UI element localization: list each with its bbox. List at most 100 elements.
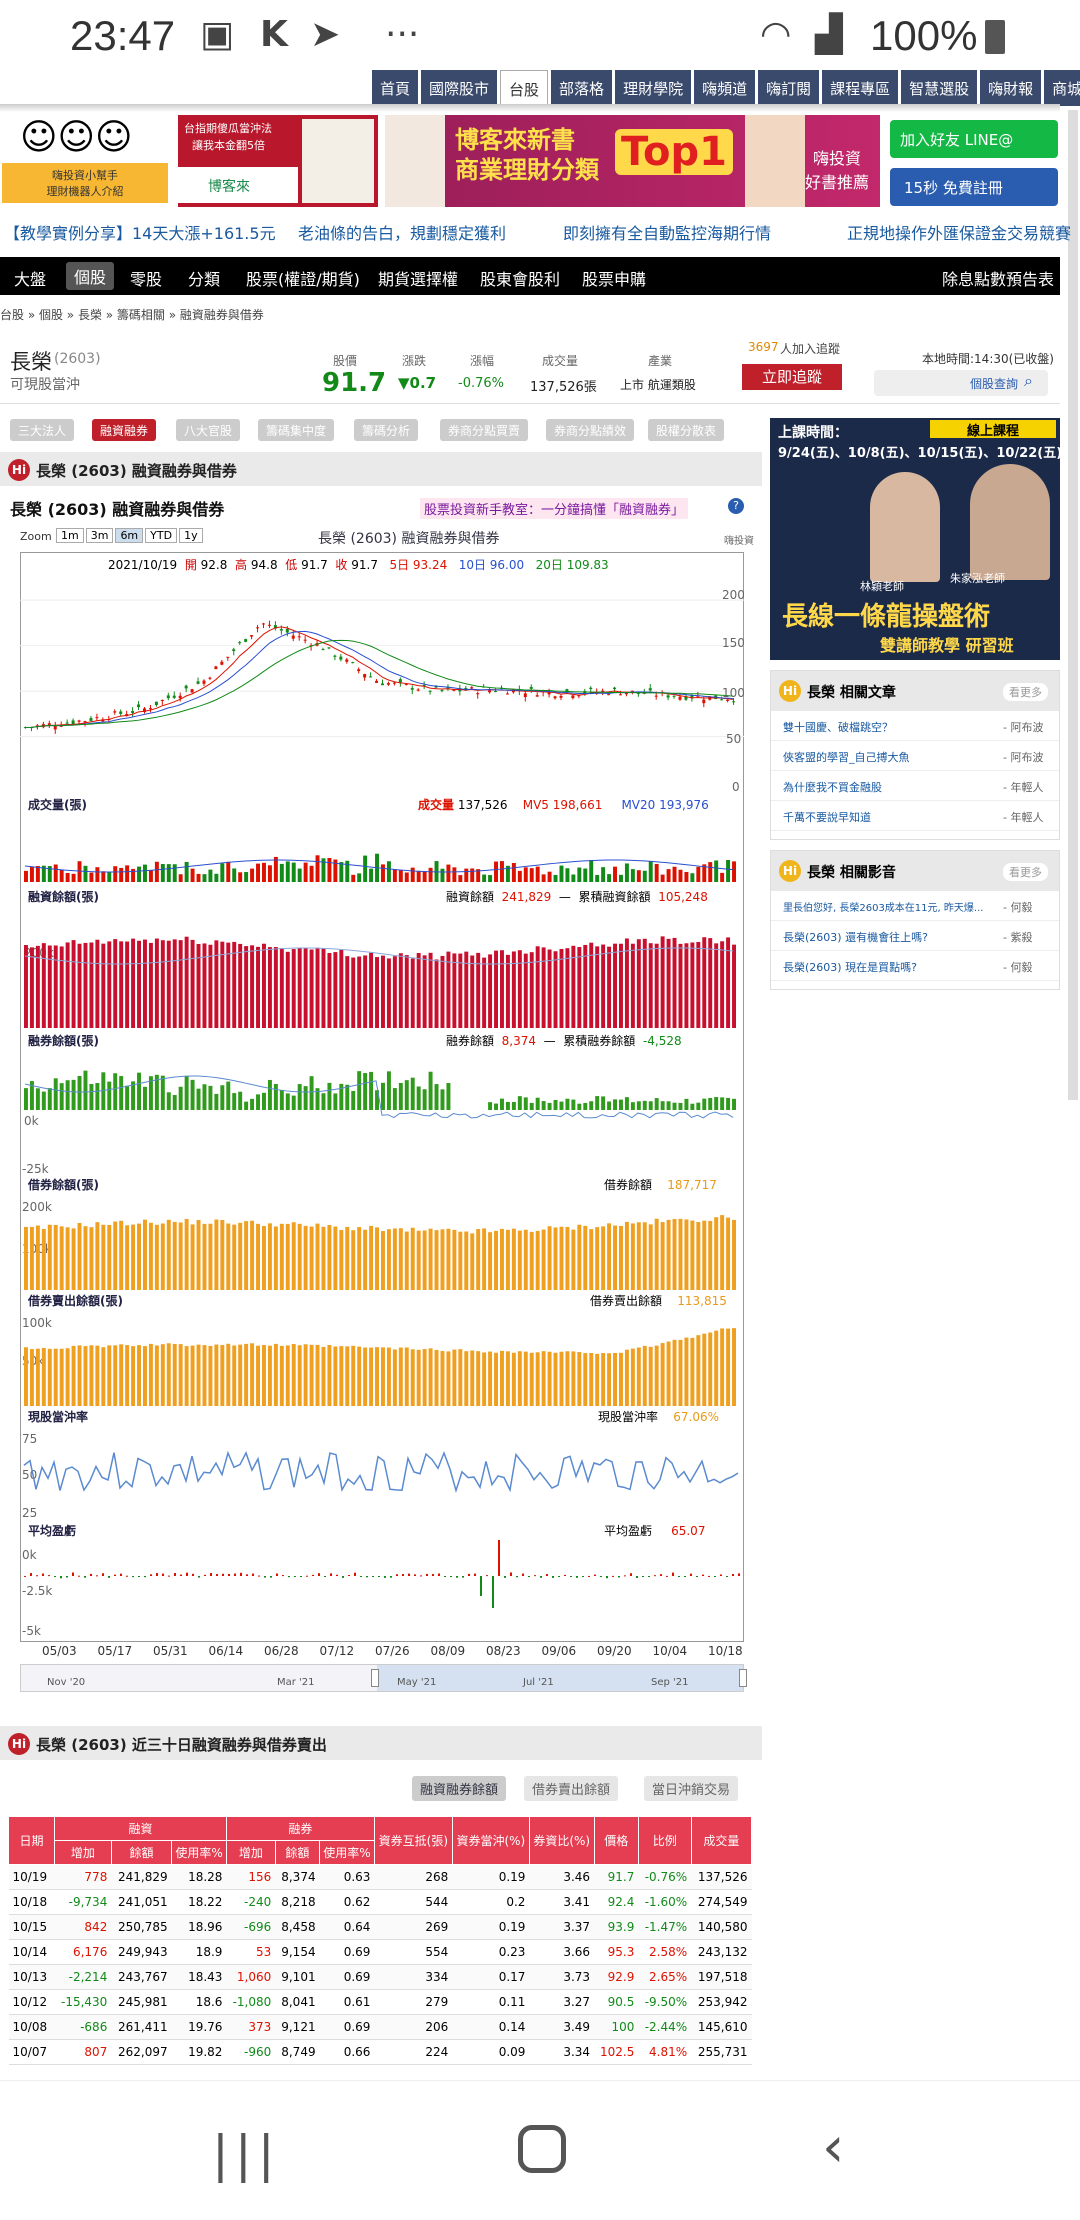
- banner-book1-line2: 讓我本金翻5倍: [192, 139, 265, 152]
- navigator-handle-right[interactable]: [739, 1669, 747, 1687]
- volume-chart[interactable]: [20, 810, 744, 886]
- short-bar: [410, 1077, 415, 1110]
- topnav-item[interactable]: 部落格: [551, 70, 613, 106]
- lendsell-bar: [529, 1352, 534, 1406]
- th-offset: 資券互抵(張): [373, 1816, 453, 1865]
- market-nav-item[interactable]: 分類: [188, 270, 221, 289]
- ticker-link[interactable]: 正規地操作外匯保證金交易競賽: [847, 224, 1072, 243]
- scrollbar[interactable]: [1068, 110, 1078, 1100]
- promo-link[interactable]: 股票投資新手教室：一分鐘搞懂「融資融券」: [420, 498, 689, 519]
- video-title[interactable]: 里長伯您好, 長榮2603成本在11元, 昨天爆...: [783, 903, 984, 914]
- topnav-item[interactable]: 嗨財報: [980, 70, 1042, 106]
- banner-robot[interactable]: ☺☺☺ 嗨投資小幫手 理財機器人介紹: [0, 115, 170, 207]
- article-title[interactable]: 為什麼我不買金融股: [783, 781, 882, 794]
- volume-bar: [303, 862, 308, 882]
- zoom-ytd[interactable]: YTD: [145, 528, 178, 543]
- article-item[interactable]: 為什麼我不買金融股 - 年輕人: [771, 771, 1059, 801]
- home-icon[interactable]: [518, 2125, 566, 2173]
- lendsell-bar: [250, 1343, 255, 1406]
- ticker-link[interactable]: 【教學實例分享】14天大漲+161.5元: [4, 224, 276, 243]
- avg-bar: [474, 1573, 476, 1576]
- lend-bar: [678, 1218, 683, 1290]
- course-ad[interactable]: 上課時間： 線上課程 9/24(五)、10/8(五)、10/15(五)、10/2…: [770, 418, 1062, 660]
- topnav-item[interactable]: 理財學院: [615, 70, 692, 106]
- zoom-3m[interactable]: 3m: [85, 528, 114, 543]
- stock-search-input[interactable]: 個股查詢 ⌕: [874, 370, 1048, 396]
- lend-legend: 借券餘額 187,717: [604, 1176, 717, 1193]
- tab-lend-sell-balance[interactable]: 借券賣出餘額: [524, 1776, 619, 1801]
- breadcrumb[interactable]: 台股 » 個股 » 長榮 » 籌碼相關 » 融資融券與借券: [0, 308, 264, 322]
- article-title[interactable]: 俠客盟的學習_自己搏大魚: [783, 751, 910, 764]
- volume-bar: [422, 871, 427, 882]
- volume-bar: [345, 860, 350, 882]
- market-nav-item[interactable]: 股東會股利: [480, 270, 561, 289]
- market-nav-item[interactable]: 零股: [130, 270, 163, 289]
- topnav-item[interactable]: 國際股市: [421, 70, 498, 106]
- lendsell-bar: [327, 1345, 332, 1406]
- tab-institutional[interactable]: 三大法人: [10, 419, 75, 441]
- zoom-1y[interactable]: 1y: [179, 528, 203, 543]
- video-title[interactable]: 長榮(2603) 還有機會往上嗎?: [783, 931, 928, 944]
- article-item[interactable]: 千萬不要說早知道 - 年輕人: [771, 801, 1059, 831]
- topnav-item[interactable]: 嗨頻道: [694, 70, 756, 106]
- market-nav-item[interactable]: 除息點數預告表: [942, 270, 1055, 289]
- price-chart[interactable]: [20, 572, 744, 792]
- tab-day-trade[interactable]: 當日沖銷交易: [644, 1776, 739, 1801]
- tab-concentration[interactable]: 籌碼集中度: [258, 419, 335, 441]
- market-nav-item[interactable]: 股票(權證/期貨): [246, 270, 360, 289]
- market-nav-item[interactable]: 大盤: [14, 270, 47, 289]
- follow-button[interactable]: 立即追蹤: [742, 364, 842, 390]
- tab-shareholding[interactable]: 股權分散表: [648, 419, 725, 441]
- lendsell-bar: [262, 1345, 266, 1406]
- article-item[interactable]: 雙十國慶、破檔跳空？ - 阿布波: [771, 711, 1059, 741]
- video-item[interactable]: 長榮(2603) 還有機會往上嗎? - 紫殺: [771, 921, 1059, 951]
- ticker-link[interactable]: 老油條的告白，規劃穩定獲利: [298, 224, 507, 243]
- topnav-item[interactable]: 嗨訂閱: [758, 70, 820, 106]
- topnav-item[interactable]: 首頁: [372, 70, 419, 106]
- lend-chart[interactable]: [20, 1192, 744, 1292]
- market-nav-item[interactable]: 期貨選擇權: [378, 270, 459, 289]
- topnav-item-active[interactable]: 台股: [500, 70, 549, 106]
- table-cell: -0.76%: [638, 1864, 692, 1890]
- article-item[interactable]: 俠客盟的學習_自己搏大魚 - 阿布波: [771, 741, 1059, 771]
- lendsell-chart[interactable]: [20, 1308, 744, 1408]
- navigator-handle-left[interactable]: [371, 1669, 379, 1687]
- range-navigator[interactable]: Nov '20 Mar '21 May '21 Jul '21 Sep '21: [20, 1664, 747, 1692]
- back-icon[interactable]: ‹: [822, 2115, 845, 2180]
- tab-broker-perf[interactable]: 券商分點績效: [546, 419, 635, 441]
- navigator-selection[interactable]: [377, 1665, 743, 1691]
- market-nav-item[interactable]: 股票申購: [582, 270, 647, 289]
- margin-chart[interactable]: [20, 902, 744, 1030]
- zoom-6m[interactable]: 6m: [115, 528, 144, 543]
- topnav-item[interactable]: 智慧選股: [901, 70, 978, 106]
- zoom-1m[interactable]: 1m: [56, 528, 84, 543]
- search-icon[interactable]: ⌕: [1024, 371, 1033, 390]
- articles-more-button[interactable]: 看更多: [1003, 683, 1048, 701]
- tab-broker-trades[interactable]: 券商分點買賣: [440, 419, 529, 441]
- tab-analysis[interactable]: 籌碼分析: [354, 419, 419, 441]
- tab-margin[interactable]: 融資融券: [92, 419, 157, 441]
- help-icon[interactable]: ?: [728, 498, 744, 514]
- banner-top1[interactable]: 博客來新書 商業理財分類 Top1 嗨投資 好書推薦: [445, 115, 880, 207]
- recent-apps-icon[interactable]: |||: [212, 2125, 281, 2183]
- article-title[interactable]: 千萬不要說早知道: [783, 811, 871, 824]
- ticker-link[interactable]: 即刻擁有全自動監控海期行情: [563, 224, 772, 243]
- avg-chart[interactable]: [20, 1536, 744, 1640]
- video-item[interactable]: 長榮(2603) 現在是買點嗎? - 何毅: [771, 951, 1059, 981]
- article-title[interactable]: 雙十國慶、破檔跳空？: [783, 721, 893, 734]
- banner-book1[interactable]: 台指期傻瓜當沖法 讓我本金翻5倍 博客來: [178, 115, 378, 207]
- fb-register-button[interactable]: 15秒 免費註冊: [890, 168, 1058, 206]
- lendsell-bar: [226, 1343, 231, 1406]
- topnav-item[interactable]: 課程專區: [822, 70, 899, 106]
- videos-more-button[interactable]: 看更多: [1003, 863, 1048, 881]
- tab-official[interactable]: 八大官股: [176, 419, 241, 441]
- video-item[interactable]: 里長伯您好, 長榮2603成本在11元, 昨天爆... - 何毅: [771, 891, 1059, 921]
- short-chart[interactable]: [20, 1046, 744, 1174]
- market-nav-item-active[interactable]: 個股: [66, 262, 115, 290]
- topnav-item[interactable]: 商城: [1044, 70, 1080, 106]
- line-add-button[interactable]: 加入好友 LINE@: [890, 120, 1058, 158]
- margin-bar: [500, 950, 504, 1028]
- tab-margin-balance[interactable]: 融資融券餘額: [412, 1776, 507, 1801]
- video-title[interactable]: 長榮(2603) 現在是買點嗎?: [783, 961, 917, 974]
- daytrade-chart[interactable]: [20, 1424, 744, 1520]
